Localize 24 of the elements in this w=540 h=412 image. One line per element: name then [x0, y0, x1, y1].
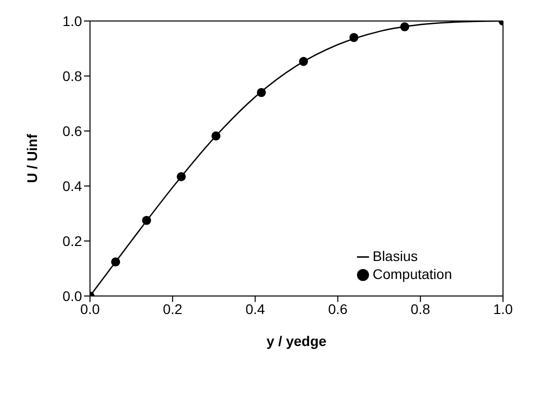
x-tick-label: 0.2: [162, 300, 183, 317]
y-tick-label: 0.4: [62, 178, 82, 194]
x-tick-label: 0.8: [410, 300, 430, 317]
point: [299, 56, 308, 66]
point: [111, 257, 120, 266]
y-axis-title: U / Uinf: [24, 134, 40, 183]
text: 1.0: [62, 12, 82, 29]
point: [142, 216, 152, 225]
y-tick-label: 0.2: [62, 232, 82, 249]
point: [256, 88, 266, 98]
y-tick-label: 0.8: [62, 68, 82, 84]
x-tick-label: 0.4: [245, 300, 266, 317]
y-tick-label: 0.6: [62, 122, 82, 139]
text: 1.0: [493, 300, 513, 317]
point: [176, 172, 186, 182]
point: [400, 22, 410, 32]
text: 0.0: [62, 288, 82, 304]
x-axis-title: y / yedge: [266, 333, 327, 349]
point: [349, 32, 358, 42]
legend-label: Blasius: [372, 248, 418, 264]
legend-label: Computation: [372, 266, 452, 282]
point: [211, 131, 220, 140]
x-tick-label: 0.6: [328, 300, 348, 317]
text: 0.0: [80, 300, 100, 317]
